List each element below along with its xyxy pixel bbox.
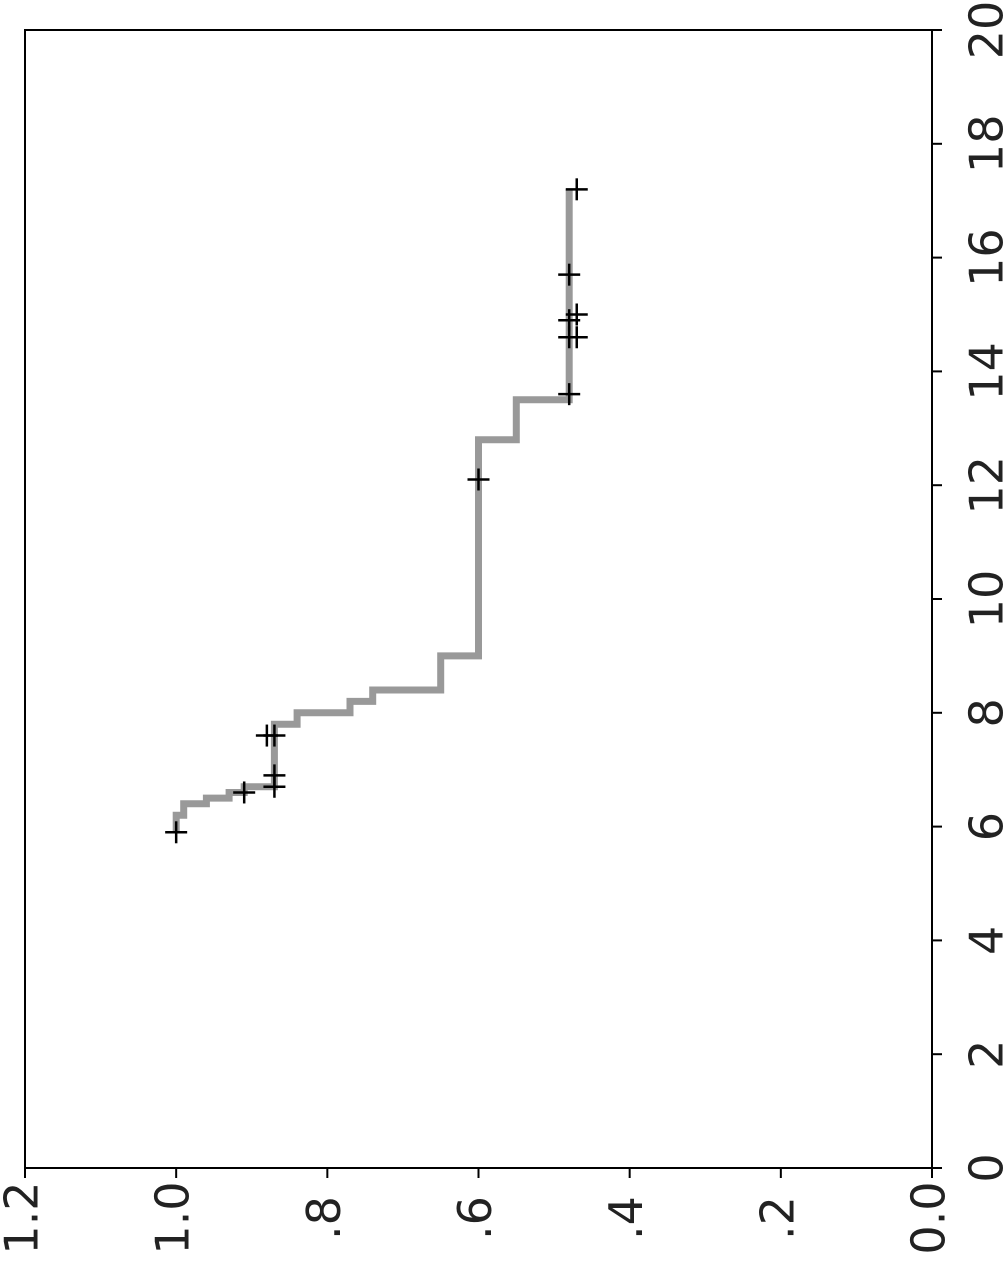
x-axis-ticks: 0 2 4 6 8 10 12 14 16 18 20 <box>932 1 1006 1183</box>
x-tick-label-12: 12 <box>960 456 1006 515</box>
y-axis-ticks: 0.0 .2 .4 .6 .8 1.0 1.2 <box>0 1168 956 1255</box>
x-tick-label-16: 16 <box>960 228 1006 287</box>
censored-marks <box>165 178 588 844</box>
x-tick-label-10: 10 <box>960 570 1006 629</box>
x-tick-label-0: 0 <box>960 1153 1006 1182</box>
y-tick-label-0: 0.0 <box>902 1181 956 1254</box>
censored-mark-13 <box>565 178 588 201</box>
y-tick-label-3: .6 <box>448 1196 502 1240</box>
x-tick-label-2: 2 <box>960 1040 1006 1069</box>
x-tick-label-14: 14 <box>960 342 1006 401</box>
censored-mark-3 <box>263 764 286 787</box>
x-tick-label-6: 6 <box>960 812 1006 841</box>
y-tick-label-4: .8 <box>297 1196 351 1240</box>
censored-mark-9 <box>565 326 588 349</box>
censored-mark-7 <box>558 383 581 406</box>
censored-mark-11 <box>565 303 588 326</box>
censored-mark-0 <box>165 821 188 844</box>
x-tick-label-20: 20 <box>960 1 1006 60</box>
censored-mark-6 <box>467 468 490 491</box>
x-tick-label-8: 8 <box>960 698 1006 727</box>
y-tick-label-1: .2 <box>750 1196 804 1240</box>
series-line-0 <box>172 189 573 833</box>
x-tick-label-4: 4 <box>960 926 1006 955</box>
censored-mark-1 <box>233 781 256 804</box>
y-tick-label-5: 1.0 <box>146 1181 200 1254</box>
y-tick-label-2: .4 <box>599 1196 653 1240</box>
censored-mark-12 <box>558 263 581 286</box>
y-tick-label-6: 1.2 <box>0 1181 49 1254</box>
x-tick-label-18: 18 <box>960 115 1006 174</box>
censored-mark-5 <box>255 724 278 747</box>
survival-series <box>172 189 573 833</box>
